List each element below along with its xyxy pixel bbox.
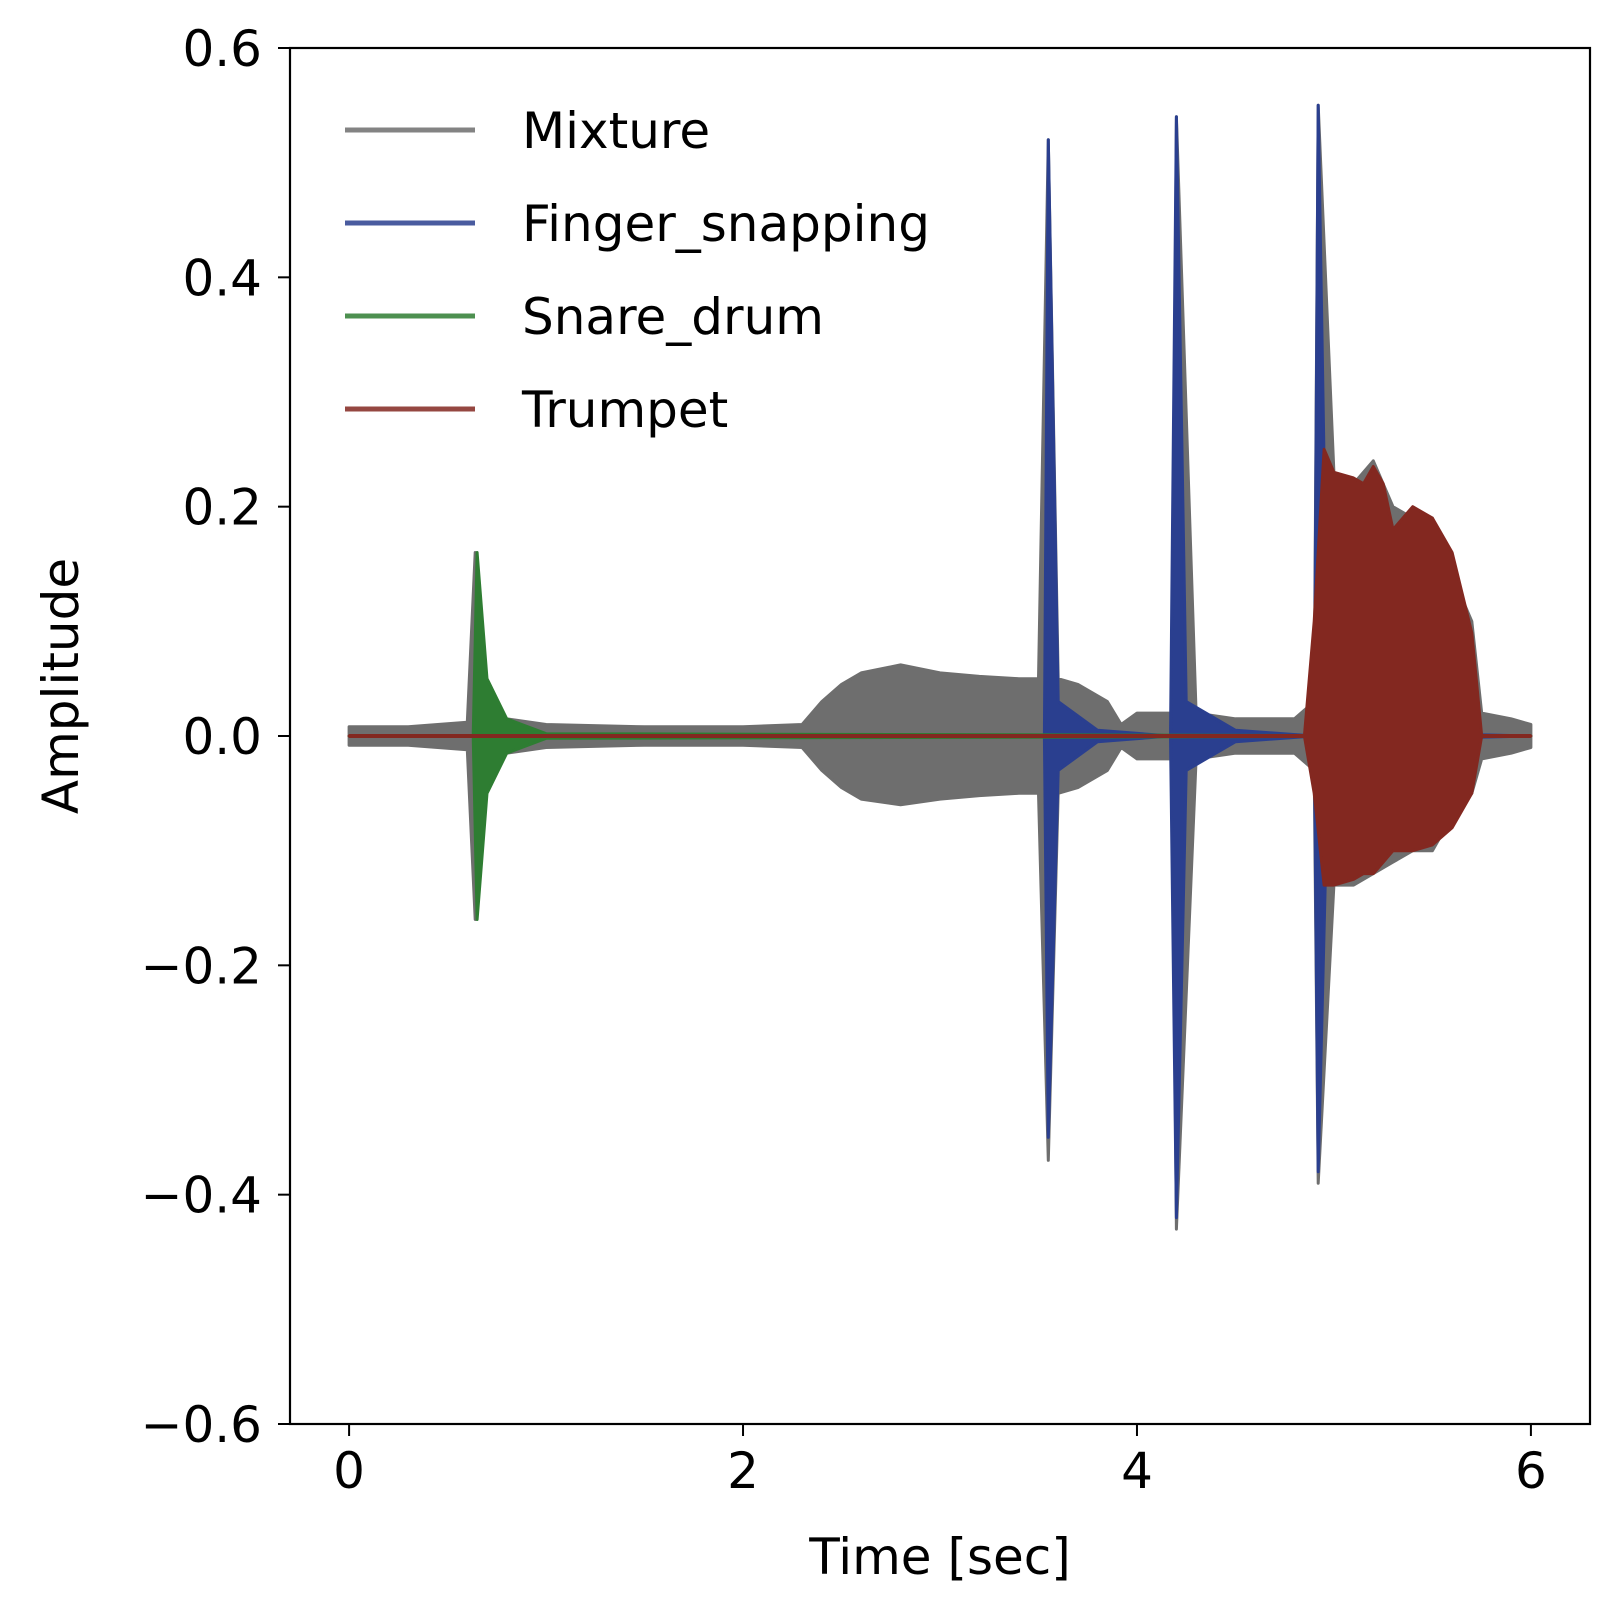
x-tick-label: 6 (1515, 1442, 1547, 1500)
legend: Mixture Finger_snapping Snare_drum Trumpet (345, 102, 930, 439)
series-layer (347, 103, 1533, 1231)
legend-item: Finger_snapping (345, 195, 930, 253)
y-tick-label: −0.2 (141, 937, 262, 995)
y-tick-label: 0.2 (182, 479, 262, 537)
legend-label: Mixture (522, 102, 710, 160)
x-tick-label: 0 (333, 1442, 365, 1500)
legend-item: Snare_drum (345, 288, 824, 346)
series-envelope (347, 103, 1533, 1231)
legend-label: Finger_snapping (522, 195, 930, 253)
x-tick-label: 4 (1121, 1442, 1153, 1500)
x-tick-label: 2 (727, 1442, 759, 1500)
y-axis-ticks: 0.6 0.4 0.2 0.0 −0.2 −0.4 −0.6 (141, 20, 290, 1454)
legend-item: Trumpet (345, 381, 728, 439)
x-axis-ticks: 0 2 4 6 (333, 1424, 1547, 1500)
legend-label: Snare_drum (522, 288, 824, 346)
y-tick-label: −0.6 (141, 1396, 262, 1454)
y-tick-label: 0.6 (182, 20, 262, 78)
y-tick-label: 0.4 (182, 249, 262, 307)
legend-item: Mixture (345, 102, 710, 160)
y-tick-label: 0.0 (182, 708, 262, 766)
y-tick-label: −0.4 (141, 1167, 262, 1225)
series-trumpet (347, 447, 1533, 887)
legend-label: Trumpet (521, 381, 728, 439)
y-axis-label: Amplitude (32, 558, 90, 814)
x-axis-label: Time [sec] (808, 1528, 1071, 1586)
